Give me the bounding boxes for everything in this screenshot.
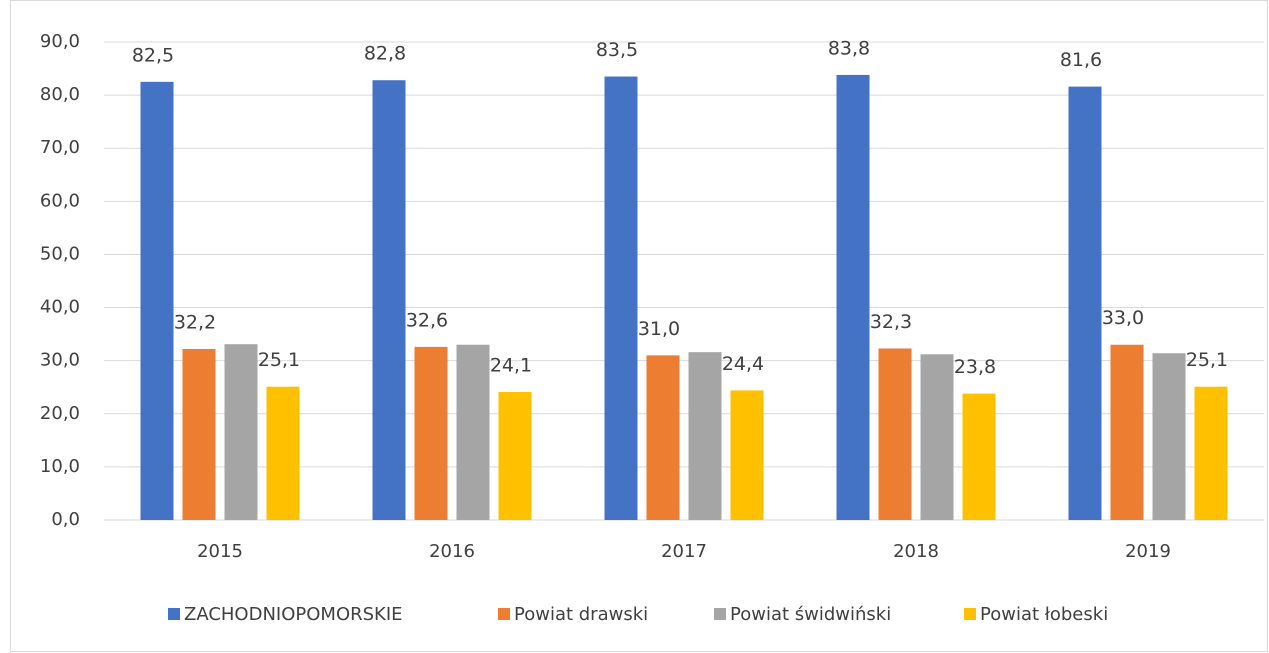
data-label: 83,8 — [828, 37, 870, 59]
x-tick-label: 2016 — [429, 541, 475, 562]
legend-swatch — [964, 608, 976, 620]
bar — [688, 352, 722, 520]
legend-swatch — [498, 608, 510, 620]
data-label: 31,0 — [638, 318, 680, 340]
y-tick-label: 90,0 — [40, 31, 80, 52]
y-tick-label: 40,0 — [40, 297, 80, 318]
bar — [646, 355, 680, 520]
data-label: 81,6 — [1060, 49, 1102, 71]
data-label: 32,6 — [406, 309, 448, 331]
chart-frame — [10, 0, 1268, 652]
data-label: 25,1 — [258, 349, 300, 371]
x-tick-label: 2017 — [661, 541, 707, 562]
x-tick-label: 2015 — [197, 541, 243, 562]
data-label: 83,5 — [596, 39, 638, 61]
bar — [962, 393, 996, 520]
data-label: 24,4 — [722, 353, 764, 375]
y-tick-label: 80,0 — [40, 84, 80, 105]
y-tick-label: 50,0 — [40, 243, 80, 264]
y-tick-label: 30,0 — [40, 350, 80, 371]
bar — [1110, 344, 1144, 520]
x-tick-label: 2019 — [1125, 541, 1171, 562]
bar — [1152, 353, 1186, 520]
y-tick-label: 70,0 — [40, 137, 80, 158]
bar — [1194, 386, 1228, 520]
data-label: 33,0 — [1102, 307, 1144, 329]
legend-swatch — [714, 608, 726, 620]
data-label: 25,1 — [1186, 349, 1228, 371]
bar — [456, 344, 490, 520]
legend-label: Powiat drawski — [514, 604, 648, 625]
data-label: 82,5 — [132, 44, 174, 66]
y-tick-label: 20,0 — [40, 403, 80, 424]
data-label: 23,8 — [954, 356, 996, 378]
data-label: 82,8 — [364, 43, 406, 65]
y-tick-label: 60,0 — [40, 190, 80, 211]
data-label: 32,3 — [870, 311, 912, 333]
bar — [372, 80, 406, 521]
y-tick-label: 10,0 — [40, 456, 80, 477]
y-tick-label: 0,0 — [51, 509, 80, 530]
legend-label: ZACHODNIOPOMORSKIE — [184, 604, 403, 625]
bar — [730, 390, 764, 520]
legend-label: Powiat świdwiński — [730, 604, 891, 625]
bar — [920, 354, 954, 520]
x-tick-label: 2018 — [893, 541, 939, 562]
legend-label: Powiat łobeski — [980, 604, 1108, 625]
bar — [604, 76, 638, 521]
bar — [498, 392, 532, 520]
bar — [878, 348, 912, 520]
bar — [836, 74, 870, 520]
bar — [182, 348, 216, 520]
bar — [1068, 86, 1102, 520]
bar — [266, 386, 300, 520]
bar — [414, 346, 448, 520]
bar — [224, 344, 258, 520]
legend-swatch — [168, 608, 180, 620]
data-label: 32,2 — [174, 311, 216, 333]
bar — [140, 81, 174, 520]
data-label: 24,1 — [490, 355, 532, 377]
